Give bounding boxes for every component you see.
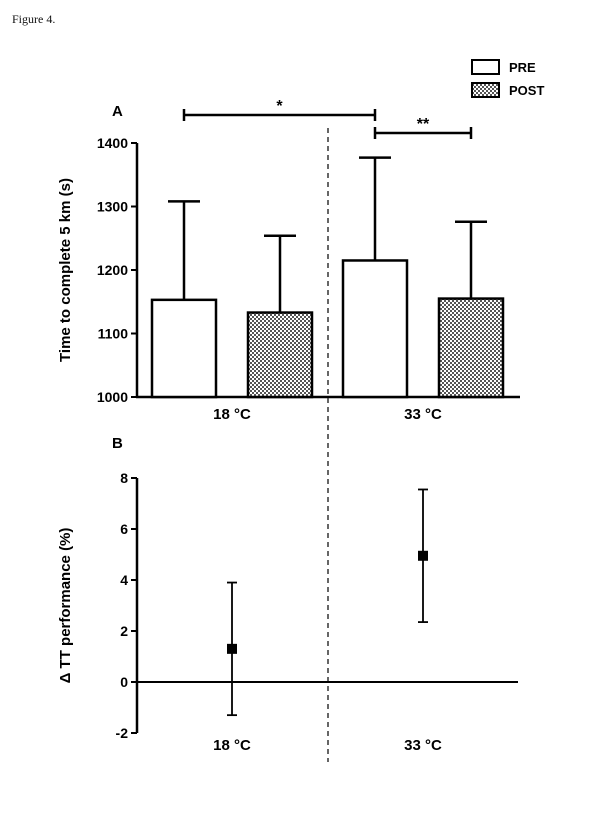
panel-a-label: A: [112, 103, 123, 120]
panel-b-y-tick-label: 0: [120, 674, 128, 690]
panel-a-y-axis-label: Time to complete 5 km (s): [57, 178, 74, 362]
panel-b-x-tick-label: 18 °C: [213, 737, 251, 754]
legend-swatch-post: [471, 82, 500, 98]
panel-b-y-tick-label: 6: [120, 521, 128, 537]
panel-a-y-tick-label: 1300: [97, 199, 128, 215]
legend-label: POST: [509, 83, 544, 98]
panel-a-y-tick-label: 1000: [97, 389, 128, 405]
panel-b-y-axis-label: Δ TT performance (%): [57, 528, 74, 684]
panel-b-x-tick-label: 33 °C: [404, 737, 442, 754]
panel-b-y-tick-label: 8: [120, 470, 128, 486]
panel-a-y-tick-label: 1200: [97, 262, 128, 278]
panel-b-y-tick-label: 2: [120, 623, 128, 639]
panel-b-data-point: [227, 643, 237, 654]
significance-marker: *: [276, 98, 283, 115]
panel-a-bar-post: [437, 297, 505, 399]
panel-a-x-tick-label: 33 °C: [404, 406, 442, 423]
panel-a-y-tick-label: 1100: [98, 326, 129, 342]
panel-b-y-tick-label: 4: [120, 572, 128, 588]
significance-marker: **: [417, 116, 430, 133]
legend-label: PRE: [509, 60, 536, 75]
figure-label: Figure 4.: [12, 12, 56, 26]
panel-a-y-tick-label: 1400: [97, 135, 128, 151]
legend-swatch-pre: [471, 59, 500, 75]
panel-b-y-tick-label: -2: [116, 725, 129, 741]
panel-a-x-tick-label: 18 °C: [213, 406, 251, 423]
panel-a-bar-pre: [150, 298, 218, 399]
panel-a-bar-pre: [341, 259, 409, 399]
panel-b-label: B: [112, 435, 123, 452]
panel-a-bar-post: [246, 311, 314, 399]
panel-b-data-point: [418, 550, 428, 561]
